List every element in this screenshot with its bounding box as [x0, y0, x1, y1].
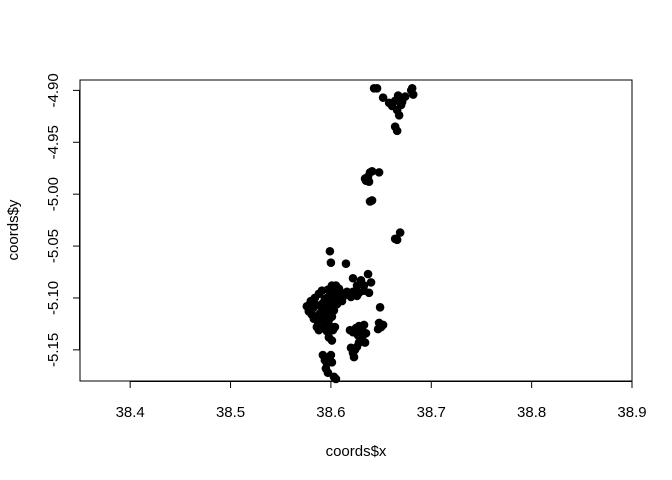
- y-tick-label: -4.95: [45, 125, 62, 159]
- data-point: [326, 258, 336, 267]
- data-point: [364, 288, 374, 298]
- data-point: [374, 168, 384, 177]
- data-point: [361, 176, 371, 185]
- x-tick-label: 38.8: [517, 404, 546, 421]
- data-point: [352, 281, 362, 290]
- x-tick-label: 38.6: [316, 404, 345, 421]
- data-point: [327, 358, 337, 367]
- data-point: [378, 93, 388, 102]
- data-point: [360, 338, 370, 347]
- data-points: [302, 84, 418, 384]
- y-tick-label: -5.00: [45, 177, 62, 211]
- data-point: [327, 336, 337, 345]
- x-tick-label: 38.5: [216, 404, 245, 421]
- data-point: [307, 310, 317, 319]
- data-point: [359, 320, 369, 330]
- y-axis-title: coords$y: [5, 199, 22, 260]
- data-point: [316, 301, 326, 311]
- data-point: [372, 84, 382, 93]
- y-axis: -4.90 -4.95 -5.00 -5.05 -5.10 -5.15: [45, 73, 80, 367]
- data-point: [329, 292, 339, 302]
- data-point: [305, 299, 315, 309]
- data-point: [326, 350, 336, 360]
- data-point: [323, 368, 333, 377]
- data-point: [349, 352, 359, 362]
- data-point: [341, 259, 351, 269]
- data-point: [363, 269, 373, 279]
- data-point: [353, 331, 363, 340]
- data-point: [337, 296, 347, 306]
- data-point: [325, 309, 335, 318]
- x-tick-label: 38.7: [417, 404, 446, 421]
- y-tick-label: -5.10: [45, 281, 62, 315]
- y-tick-label: -5.05: [45, 229, 62, 263]
- data-point: [330, 322, 340, 332]
- data-point: [331, 374, 341, 384]
- data-point: [392, 235, 402, 245]
- data-point: [392, 126, 402, 136]
- x-axis-title: coords$x: [326, 443, 387, 460]
- data-point: [367, 167, 377, 176]
- data-point: [348, 273, 358, 283]
- y-tick-label: -4.90: [45, 73, 62, 107]
- x-tick-label: 38.4: [116, 404, 145, 421]
- x-axis: 38.4 38.5 38.6 38.7 38.8 38.9: [116, 381, 647, 421]
- data-point: [400, 92, 410, 101]
- data-point: [354, 288, 364, 298]
- data-point: [325, 246, 335, 256]
- data-point: [346, 343, 356, 353]
- data-point: [367, 196, 377, 205]
- data-point: [375, 303, 385, 312]
- y-tick-label: -5.15: [45, 333, 62, 367]
- data-point: [366, 278, 376, 287]
- data-point: [320, 294, 330, 304]
- x-tick-label: 38.9: [617, 404, 646, 421]
- data-point: [407, 84, 417, 93]
- data-point: [394, 110, 404, 120]
- data-point: [373, 324, 383, 334]
- data-point: [395, 228, 405, 237]
